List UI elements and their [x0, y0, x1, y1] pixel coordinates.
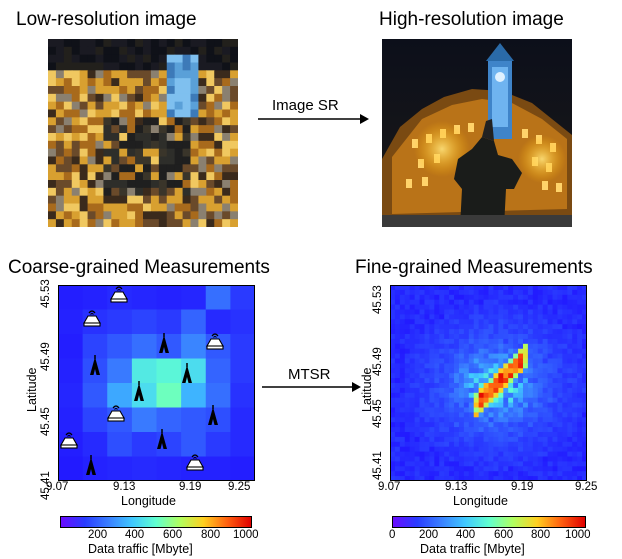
cell-tower-icon	[157, 429, 167, 449]
left-colorbar-tick: 400	[125, 529, 145, 541]
wireless-router-icon	[186, 454, 204, 471]
right-y-axis-label: Latitude	[360, 367, 374, 412]
mtsr-label: MTSR	[288, 366, 331, 383]
cell-tower-icon	[90, 355, 100, 375]
left-x-axis-label: Longitude	[121, 494, 176, 508]
left-colorbar-tick: 1000	[233, 529, 259, 541]
low-resolution-title: Low-resolution image	[16, 9, 197, 30]
left-x-tick: 9.25	[228, 481, 251, 493]
left-colorbar-tick: 800	[201, 529, 221, 541]
left-x-tick: 9.13	[113, 481, 136, 493]
left-y-axis-label: Latitude	[25, 367, 39, 412]
right-y-tick: 45.41	[372, 451, 384, 480]
wireless-router-icon	[60, 432, 78, 449]
wireless-router-icon	[206, 333, 224, 350]
low-resolution-image	[48, 39, 238, 227]
fine-heatmap	[390, 285, 587, 481]
right-colorbar	[392, 516, 586, 528]
right-x-tick: 9.13	[445, 481, 468, 493]
left-colorbar	[60, 516, 252, 528]
left-x-tick: 9.07	[46, 481, 69, 493]
mtsr-arrow	[262, 382, 361, 392]
right-colorbar-tick: 1000	[565, 529, 591, 541]
right-x-tick: 9.07	[378, 481, 401, 493]
left-colorbar-tick: 600	[163, 529, 183, 541]
fine-grained-title: Fine-grained Measurements	[355, 257, 593, 278]
right-y-tick: 45.53	[372, 285, 384, 314]
coarse-heatmap	[58, 285, 255, 481]
high-resolution-title: High-resolution image	[379, 9, 564, 30]
right-colorbar-tick: 400	[456, 529, 476, 541]
right-colorbar-tick: 800	[531, 529, 551, 541]
left-x-tick: 9.19	[179, 481, 202, 493]
wireless-router-icon	[110, 286, 128, 303]
cell-tower-icon	[208, 405, 218, 425]
cell-tower-icon	[159, 333, 169, 353]
right-colorbar-tick: 0	[389, 529, 396, 541]
coarse-grained-title: Coarse-grained Measurements	[8, 257, 270, 278]
left-y-tick: 45.49	[40, 342, 52, 371]
right-colorbar-label: Data traffic [Mbyte]	[420, 542, 525, 556]
cell-tower-icon	[134, 381, 144, 401]
image-sr-label: Image SR	[272, 97, 339, 114]
left-colorbar-label: Data traffic [Mbyte]	[88, 542, 193, 556]
right-colorbar-tick: 200	[419, 529, 439, 541]
right-x-axis-label: Longitude	[453, 494, 508, 508]
left-colorbar-tick: 200	[88, 529, 108, 541]
wireless-router-icon	[83, 310, 101, 327]
left-y-tick: 45.45	[40, 407, 52, 436]
wireless-router-icon	[107, 405, 125, 422]
right-x-tick: 9.19	[511, 481, 534, 493]
right-x-tick: 9.25	[575, 481, 598, 493]
image-sr-arrow	[258, 114, 369, 124]
cell-tower-icon	[86, 455, 96, 475]
left-y-tick: 45.53	[40, 279, 52, 308]
right-colorbar-tick: 600	[494, 529, 514, 541]
high-resolution-image	[382, 39, 572, 227]
cell-tower-icon	[182, 363, 192, 383]
